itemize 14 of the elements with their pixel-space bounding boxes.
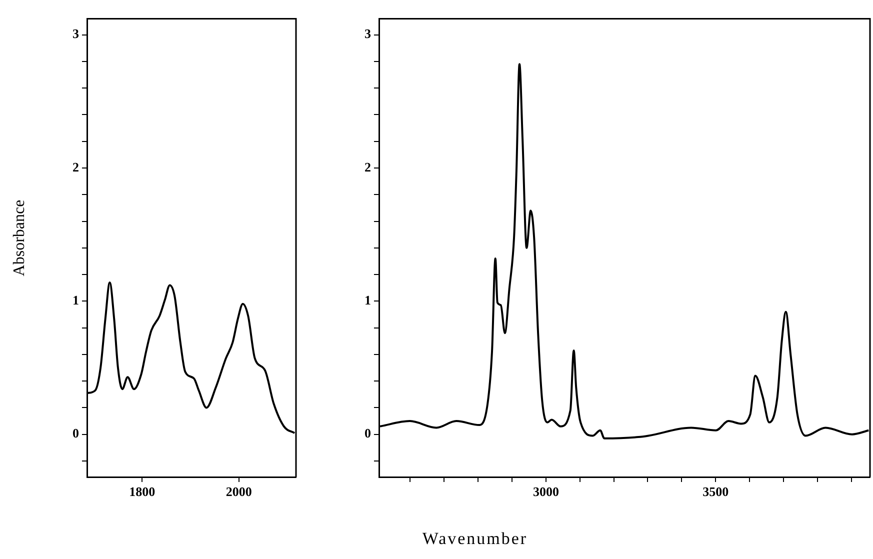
x-tick-label: 2000 <box>226 484 252 500</box>
y-tick-label: 3 <box>72 26 80 42</box>
y-tick-label: 2 <box>364 159 371 174</box>
y-tick-label: 2 <box>72 159 79 174</box>
x-tick-label: 1800 <box>129 484 156 500</box>
x-tick-label: 3000 <box>532 484 559 500</box>
x-tick-label: 3500 <box>702 484 729 500</box>
y-tick-label: 0 <box>364 426 371 441</box>
y-tick-label: 1 <box>72 292 79 308</box>
y-tick-label: 3 <box>364 26 372 42</box>
y-axis-title: Absorbance <box>11 200 29 276</box>
x-axis-title: Wavenumber <box>422 529 528 549</box>
y-tick-label: 1 <box>364 292 371 308</box>
y-tick-label: 0 <box>72 426 79 441</box>
